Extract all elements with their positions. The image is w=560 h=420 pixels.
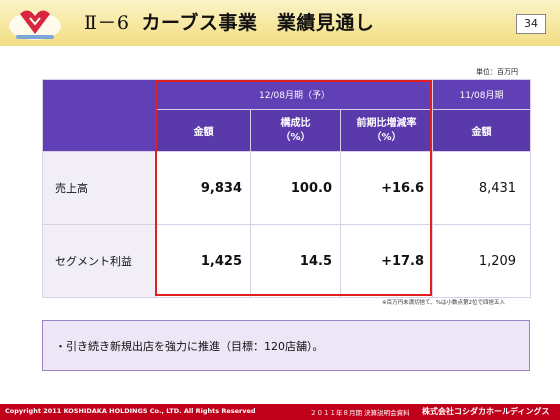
prior-amount: 8,431: [432, 151, 532, 225]
table-row: 売上高 9,834 100.0 +16.6 8,431: [42, 151, 532, 225]
yoy-change: +16.6: [339, 151, 434, 225]
company-name: 株式会社コシダカホールディングス: [422, 407, 550, 416]
forecast-amount: 9,834: [156, 151, 251, 225]
title-bar: Ⅱ－6 カーブス事業 業績見通し 34: [0, 0, 560, 46]
table-row: セグメント利益 1,425 14.5 +17.8 1,209: [42, 224, 532, 298]
bullet-text: ・引き続き新規出店を強力に推進（目標：120店舗）。: [55, 340, 324, 353]
copyright-text: Copyright 2011 KOSHIDAKA HOLDINGS Co., L…: [5, 407, 256, 415]
section-number: Ⅱ－6: [84, 12, 130, 34]
rounding-footnote: ※百万円未満切捨て、%は小数点第2位で四捨五入: [382, 300, 506, 306]
yoy-change: +17.8: [339, 224, 434, 298]
prior-period-header: 11/08月期: [432, 79, 532, 110]
header-corner: [42, 79, 157, 152]
title-text: カーブス事業 業績見通し: [141, 12, 375, 34]
col-yoy-header: 前期比増減率 （%）: [339, 109, 434, 152]
company-logo-icon: [9, 10, 61, 40]
col-amount-header: 金額: [156, 109, 251, 152]
footer-bar: Copyright 2011 KOSHIDAKA HOLDINGS Co., L…: [0, 404, 560, 420]
composition-ratio: 14.5: [250, 224, 341, 298]
event-text: ２０１１年８月期 決算説明会資料: [310, 409, 410, 417]
row-label: 売上高: [42, 151, 157, 225]
row-label: セグメント利益: [42, 224, 157, 298]
col-prior-amount-header: 金額: [432, 109, 532, 152]
bullet-box: ・引き続き新規出店を強力に推進（目標：120店舗）。: [42, 320, 530, 371]
page-number: 34: [516, 14, 546, 34]
forecast-amount: 1,425: [156, 224, 251, 298]
unit-note: 単位：百万円: [476, 68, 518, 76]
prior-amount: 1,209: [432, 224, 532, 298]
slide-title: Ⅱ－6 カーブス事業 業績見通し: [84, 10, 374, 36]
composition-ratio: 100.0: [250, 151, 341, 225]
forecast-table: 12/08月期（予） 11/08月期 金額 構成比 （%） 前期比増減率 （%）…: [42, 79, 532, 298]
col-composition-header: 構成比 （%）: [250, 109, 341, 152]
forecast-period-header: 12/08月期（予）: [155, 79, 434, 110]
